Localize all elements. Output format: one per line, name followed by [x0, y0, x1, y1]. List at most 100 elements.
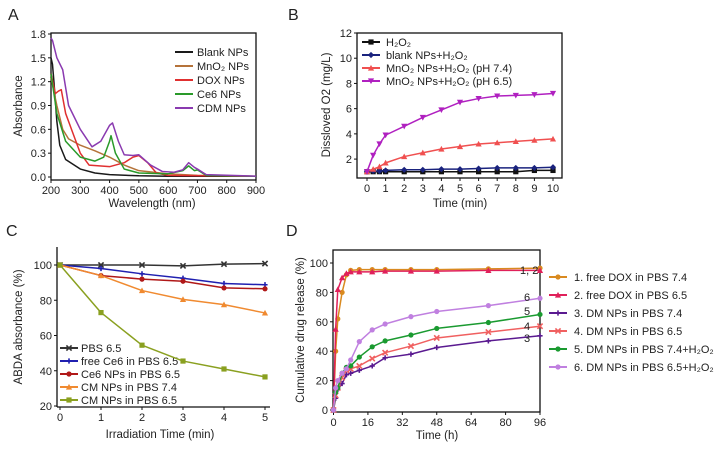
series-5 [330, 311, 543, 413]
legend-entry: Blank NPs [175, 47, 249, 59]
x-tick-label: 300 [71, 185, 89, 197]
data-point [537, 295, 543, 301]
data-point [456, 99, 464, 106]
data-point [512, 92, 519, 99]
y-axis-title: Cumulative drug release (%) [295, 257, 307, 403]
data-point [348, 370, 354, 376]
data-point [376, 163, 383, 170]
x-tick-label: 0 [57, 412, 63, 424]
x-tick-label: 4 [221, 412, 227, 424]
data-point [382, 159, 389, 166]
x-tick-label: 64 [465, 417, 477, 429]
legend-marker [554, 327, 562, 335]
data-point [419, 114, 426, 121]
data-point [356, 339, 362, 345]
x-axis-title: Wavelength (nm) [108, 198, 195, 210]
x-tick-label: 4 [438, 183, 444, 195]
data-point [401, 166, 408, 173]
legend-marker [368, 39, 374, 45]
legend-label: Ce6 NPs in PBS 6.5 [81, 369, 180, 381]
data-point [536, 267, 544, 273]
data-point [356, 268, 363, 275]
data-point [382, 338, 388, 344]
data-point [549, 164, 557, 171]
data-point [138, 261, 146, 269]
legend-label: 1. free DOX in PBS 7.4 [574, 272, 687, 284]
y-tick-label: 2 [346, 154, 352, 166]
curve-annotation: 5 [524, 306, 530, 318]
data-point [419, 149, 426, 156]
data-point [382, 132, 389, 139]
legend-marker [65, 383, 73, 390]
data-point [369, 327, 375, 333]
y-tick-label: 1.5 [31, 53, 46, 65]
x-tick-label: 6 [476, 183, 482, 195]
data-point [98, 309, 104, 316]
y-tick-label: 100 [310, 258, 328, 270]
data-point [179, 296, 187, 302]
data-point [261, 260, 269, 267]
data-point [221, 366, 227, 372]
x-tick-label: 2 [401, 183, 407, 195]
y-tick-label: 1.8 [31, 29, 46, 41]
legend-entry: 2. free DOX in PBS 6.5 [549, 290, 687, 302]
legend-label: MnO₂ NPs+H₂O₂ (pH 6.5) [386, 76, 512, 88]
data-point [494, 164, 501, 172]
series-line [332, 297, 541, 411]
legend-label: CM NPs in PBS 7.4 [81, 382, 177, 394]
x-tick-label: 2 [139, 412, 145, 424]
x-tick-label: 200 [42, 185, 60, 197]
curve-annotation: 3 [524, 333, 530, 345]
legend-entry: 4. DM NPs in PBS 6.5 [549, 326, 682, 338]
series-5 [50, 37, 257, 177]
data-point [382, 167, 389, 174]
legend-label: 2. free DOX in PBS 6.5 [574, 290, 687, 302]
y-tick-label: 6 [346, 104, 352, 116]
data-point [485, 267, 492, 273]
y-tick-label: 0.6 [31, 124, 46, 136]
curve-annotation: 1, 2 [520, 265, 538, 277]
series-line [50, 73, 257, 177]
plot-frame [50, 32, 257, 181]
data-point [97, 272, 105, 279]
data-point [369, 355, 376, 362]
data-point [180, 358, 186, 364]
series-line [60, 262, 266, 267]
data-point [408, 351, 414, 357]
data-point [97, 261, 105, 269]
legend-label: 4. DM NPs in PBS 6.5 [574, 326, 682, 338]
y-axis-title: Absorbance [13, 75, 25, 136]
x-tick-label: 400 [100, 185, 118, 197]
data-point [512, 164, 519, 172]
data-point [370, 152, 377, 159]
data-point [494, 139, 501, 146]
legend-entry: CM NPs in PBS 7.4 [60, 382, 177, 394]
legend-label: MnO₂ NPs+H₂O₂ (pH 7.4) [386, 63, 512, 75]
x-tick-label: 96 [534, 417, 546, 429]
y-tick-label: 20 [316, 376, 328, 388]
legend-marker [367, 64, 375, 71]
legend-label: 3. DM NPs in PBS 7.4 [574, 308, 682, 320]
legend-label: free Ce6 in PBS 6.5 [81, 356, 178, 368]
data-point [339, 289, 345, 295]
x-tick-label: 500 [130, 185, 148, 197]
legend-marker [66, 358, 72, 364]
legend-marker [555, 364, 561, 370]
data-point [408, 314, 414, 320]
data-point [339, 274, 346, 281]
series-line [59, 264, 266, 314]
series-6 [330, 295, 543, 413]
data-point [376, 141, 383, 148]
data-point [531, 92, 538, 98]
legend-label: H₂O₂ [386, 37, 411, 49]
data-point [433, 334, 440, 342]
x-axis-title: Irradiation Time (min) [106, 429, 215, 441]
legend-entry: MnO₂ NPs+H₂O₂ (pH 6.5) [362, 76, 512, 88]
legend-marker [555, 274, 561, 280]
panel-a: A 200 300 400 500 600 700 800 900 0.0 0.3 0.6 0.9 1.2… [8, 7, 265, 210]
data-point [334, 286, 341, 293]
data-point [348, 357, 354, 363]
data-point [356, 367, 362, 373]
data-point [485, 328, 492, 336]
